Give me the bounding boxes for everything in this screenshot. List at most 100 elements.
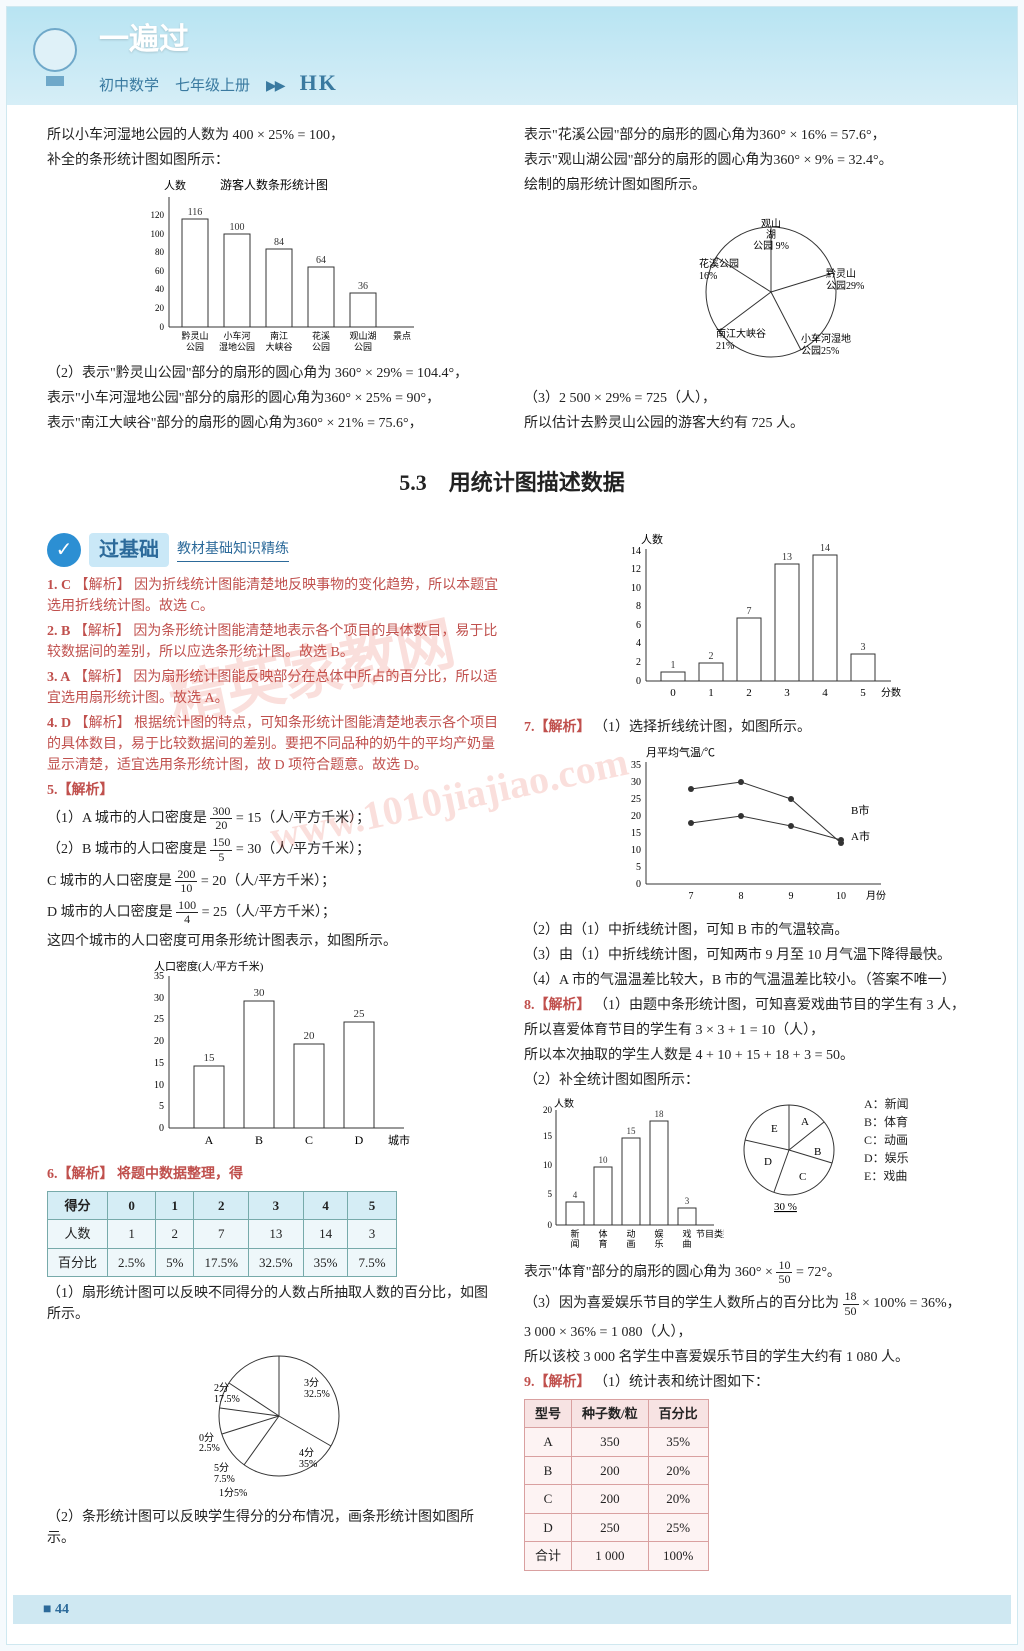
svg-text:3: 3 <box>860 642 865 653</box>
svg-text:育: 育 <box>598 1238 607 1249</box>
svg-text:2.5%: 2.5% <box>199 1443 220 1454</box>
svg-text:12: 12 <box>631 564 641 575</box>
svg-text:景点: 景点 <box>392 331 410 341</box>
legend-b: B：体育 <box>864 1113 909 1131</box>
svg-text:湖: 湖 <box>766 229 776 241</box>
svg-text:2分: 2分 <box>214 1382 229 1394</box>
svg-text:月平均气温/℃: 月平均气温/℃ <box>646 745 715 759</box>
table-row: 合计1 000100% <box>525 1542 709 1571</box>
tr-p1: 表示"花溪公园"部分的扇形的圆心角为360° × 16% = 57.6°， <box>524 125 977 146</box>
q6-p1: （1）扇形统计图可以反映不同得分的人数占所抽取人数的百分比，如图所示。 <box>47 1283 500 1325</box>
q7-p3: （3）由（1）中折线统计图，可知两市 9 月至 10 月气温下降得最快。 <box>524 945 977 966</box>
svg-text:B市: B市 <box>851 803 869 817</box>
table-row: 人数12713143 <box>48 1220 397 1249</box>
page-header: 一遍过 初中数学 七年级上册 ▶▶ HK <box>7 7 1017 105</box>
p2b: 表示"小车河湿地公园"部分的扇形的圆心角为360° × 25% = 90°， <box>47 388 500 409</box>
y-axis-label: 人数 <box>164 179 186 192</box>
svg-text:10: 10 <box>154 1080 164 1091</box>
svg-text:0: 0 <box>548 1220 553 1230</box>
q4: 4. D 【解析】 根据统计图的特点，可知条形统计图能清楚地表示各个项目的具体数… <box>47 713 500 776</box>
q8-p6: （3）因为喜爱娱乐节目的学生人数所占的百分比为 1850 × 100% = 36… <box>524 1290 977 1317</box>
svg-text:公园: 公园 <box>311 342 329 352</box>
q8-p7: 3 000 × 36% = 1 080（人）， <box>524 1322 977 1343</box>
svg-text:5: 5 <box>548 1189 553 1199</box>
svg-text:戏: 戏 <box>682 1228 691 1239</box>
q6-p2: （2）条形统计图可以反映学生得分的分布情况，画条形统计图如图所示。 <box>47 1507 500 1549</box>
density-bar-chart: 人口密度(人/平方千米) 0510 152025 3035 15 30 20 2… <box>124 958 424 1158</box>
svg-text:闻: 闻 <box>570 1239 579 1249</box>
svg-text:15: 15 <box>627 1126 637 1136</box>
q5-head: 5.【解析】 <box>47 780 500 801</box>
svg-text:0: 0 <box>159 322 164 332</box>
q1: 1. C 【解析】 因为折线统计图能清楚地反映事物的变化趋势，所以本题宜选用折线… <box>47 575 500 617</box>
svg-text:35: 35 <box>154 971 164 982</box>
x-labels: 黔灵山公园 小车河湿地公园 南江大峡谷 花溪公园 观山湖公园 景点 <box>181 330 411 352</box>
svg-text:20: 20 <box>154 1036 164 1047</box>
program-pie-chart: A B C D E 30 % <box>734 1095 854 1215</box>
q5d: D 城市的人口密度是 1004 = 25（人/平方千米）； <box>47 899 500 926</box>
svg-text:10: 10 <box>631 583 641 594</box>
q7-p4: （4）A 市的气温温差比较大，B 市的气温温差比较小。（答案不唯一） <box>524 970 977 991</box>
intro-line-1: 所以小车河湿地公园的人数为 400 × 25% = 100， <box>47 125 500 146</box>
table-row: 得分012345 <box>48 1191 397 1220</box>
svg-text:16%: 16% <box>699 271 717 282</box>
svg-text:30: 30 <box>631 777 641 788</box>
svg-text:18: 18 <box>655 1109 665 1119</box>
svg-text:100: 100 <box>229 222 244 233</box>
svg-text:C: C <box>799 1171 806 1183</box>
svg-text:80: 80 <box>155 247 165 257</box>
svg-text:14: 14 <box>631 546 641 557</box>
svg-text:4: 4 <box>822 687 828 699</box>
q8-p2: 所以喜爱体育节目的学生有 3 × 3 + 1 = 10（人）， <box>524 1020 977 1041</box>
svg-text:4分: 4分 <box>299 1447 314 1459</box>
q9-head: 9.【解析】 （1）统计表和统计图如下： <box>524 1372 977 1393</box>
svg-text:2: 2 <box>708 651 713 662</box>
section-name: 用统计图描述数据 <box>449 470 625 495</box>
svg-text:8: 8 <box>738 891 743 902</box>
svg-text:30: 30 <box>253 987 265 999</box>
svg-text:0: 0 <box>636 879 641 890</box>
svg-text:5: 5 <box>636 862 641 873</box>
svg-text:南江: 南江 <box>269 330 287 341</box>
program-charts-row: 人数 0510 1520 4 10 15 18 3 新 <box>524 1095 977 1255</box>
y-ticks: 0 20 40 60 80 100 120 <box>150 210 164 332</box>
table-row: B20020% <box>525 1456 709 1485</box>
svg-text:A市: A市 <box>851 829 870 843</box>
svg-text:1: 1 <box>670 660 675 671</box>
table-row: A35035% <box>525 1428 709 1457</box>
svg-text:21%: 21% <box>716 341 734 352</box>
q6-head: 6.【解析】 将题中数据整理，得 <box>47 1164 500 1185</box>
page-container: 一遍过 初中数学 七年级上册 ▶▶ HK 所以小车河湿地公园的人数为 400 ×… <box>6 6 1018 1645</box>
score-table: 得分012345 人数12713143 百分比2.5%5%17.5%32.5%3… <box>47 1191 397 1278</box>
tr-p4: （3）2 500 × 29% = 725（人）， <box>524 388 977 409</box>
svg-text:3分: 3分 <box>304 1377 319 1389</box>
bars: 116 100 84 64 36 <box>182 207 376 327</box>
svg-text:1: 1 <box>708 687 714 699</box>
svg-text:35%: 35% <box>299 1459 317 1470</box>
svg-text:120: 120 <box>150 210 164 220</box>
main-left-col: ✓ 过基础 教材基础知识精练 1. C 【解析】 因为折线统计图能清楚地反映事物… <box>47 525 500 1577</box>
svg-text:15: 15 <box>543 1131 553 1141</box>
svg-text:公园 9%: 公园 9% <box>753 240 789 252</box>
q2: 2. B 【解析】 因为条形统计图能清楚地表示各个项目的具体数目，易于比较数据间… <box>47 621 500 663</box>
svg-text:D: D <box>354 1133 363 1147</box>
svg-text:1分: 1分 <box>219 1487 234 1499</box>
svg-text:0: 0 <box>670 687 676 699</box>
upper-columns: 所以小车河湿地公园的人数为 400 × 25% = 100， 补全的条形统计图如… <box>7 105 1017 448</box>
svg-text:25: 25 <box>154 1014 164 1025</box>
basics-badge: ✓ 过基础 教材基础知识精练 <box>47 533 500 567</box>
svg-text:3: 3 <box>784 687 790 699</box>
svg-text:A: A <box>801 1116 809 1128</box>
svg-text:20: 20 <box>631 811 641 822</box>
svg-text:84: 84 <box>274 237 284 248</box>
q7-p2: （2）由（1）中折线统计图，可知 B 市的气温较高。 <box>524 920 977 941</box>
svg-text:3: 3 <box>685 1196 690 1206</box>
svg-text:25: 25 <box>631 794 641 805</box>
svg-text:13: 13 <box>782 552 792 563</box>
temperature-line-chart: 月平均气温/℃ 0510 152025 3035 78910 月份 B市 <box>601 744 901 914</box>
svg-text:7: 7 <box>688 891 693 902</box>
program-bar-chart: 人数 0510 1520 4 10 15 18 3 新 <box>524 1095 724 1255</box>
svg-text:8: 8 <box>636 601 641 612</box>
svg-text:花溪公园: 花溪公园 <box>699 257 739 270</box>
table-row: C20020% <box>525 1485 709 1514</box>
